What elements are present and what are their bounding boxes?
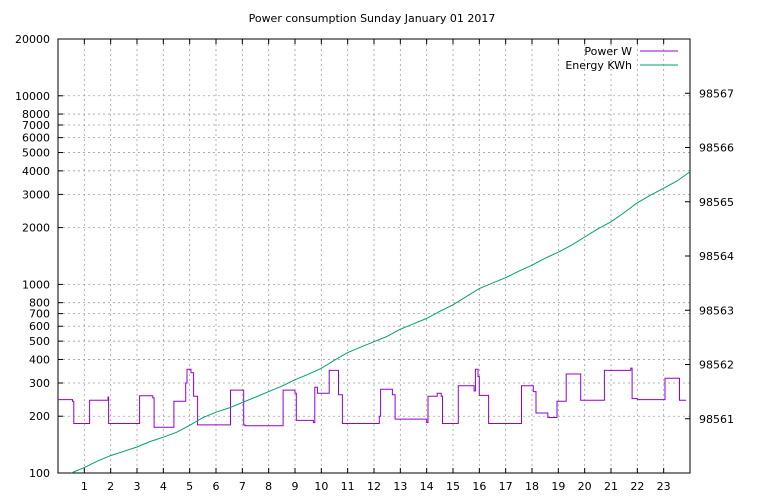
x-tick-label: 2	[107, 480, 114, 493]
x-tick-label: 22	[630, 480, 644, 493]
y-tick-label: 3000	[22, 188, 50, 201]
x-tick-label: 23	[657, 480, 671, 493]
y2-tick-label: 98567	[699, 87, 734, 100]
series-line-energy-kwh	[71, 171, 691, 474]
y-tick-label: 8000	[22, 108, 50, 121]
y-tick-label: 6000	[22, 132, 50, 145]
grid	[58, 39, 690, 473]
y-tick-label: 600	[29, 320, 50, 333]
y-tick-label: 2000	[22, 222, 50, 235]
x-tick-label: 16	[472, 480, 486, 493]
y-tick-label: 700	[29, 308, 50, 321]
x-tick-label: 20	[578, 480, 592, 493]
x-tick-label: 17	[499, 480, 513, 493]
axis-ticks: 1 2 3 4 5 6 7 8 9 10 11 12 13 14 15 16 17 18 19 20 21 22 23100…	[15, 33, 734, 493]
x-tick-label: 4	[160, 480, 167, 493]
x-tick-label: 21	[604, 480, 618, 493]
x-tick-label: 14	[420, 480, 434, 493]
x-tick-label: 15	[446, 480, 460, 493]
x-tick-label: 8	[265, 480, 272, 493]
y2-tick-label: 98565	[699, 196, 734, 209]
x-tick-label: 6	[213, 480, 220, 493]
legend: Power W Energy KWh	[565, 45, 678, 72]
x-tick-label: 7	[239, 480, 246, 493]
y2-tick-label: 98562	[699, 359, 734, 372]
y2-tick-label: 98566	[699, 142, 734, 155]
legend-label-power: Power W	[584, 45, 632, 58]
y-tick-label: 500	[29, 335, 50, 348]
y-tick-label: 300	[29, 377, 50, 390]
y2-tick-label: 98561	[699, 413, 734, 426]
chart-title: Power consumption Sunday January 01 2017	[249, 12, 496, 25]
y-tick-label: 800	[29, 297, 50, 310]
x-tick-label: 10	[314, 480, 328, 493]
y2-tick-label: 98563	[699, 304, 734, 317]
x-tick-label: 9	[292, 480, 299, 493]
y-tick-label: 100	[29, 467, 50, 480]
series-layer	[58, 171, 691, 474]
y-tick-label: 5000	[22, 147, 50, 160]
x-tick-label: 11	[341, 480, 355, 493]
legend-label-energy: Energy KWh	[565, 59, 632, 72]
x-tick-label: 19	[551, 480, 565, 493]
x-tick-label: 3	[134, 480, 141, 493]
x-tick-label: 13	[393, 480, 407, 493]
y2-tick-label: 98564	[699, 250, 734, 263]
y-tick-label: 10000	[15, 90, 50, 103]
x-tick-label: 1	[81, 480, 88, 493]
y-tick-label: 1000	[22, 278, 50, 291]
y-tick-label: 7000	[22, 119, 50, 132]
x-tick-label: 5	[186, 480, 193, 493]
series-line-power-w	[58, 367, 687, 428]
x-tick-label: 18	[525, 480, 539, 493]
y-tick-label: 4000	[22, 165, 50, 178]
y-tick-label: 20000	[15, 33, 50, 46]
x-tick-label: 12	[367, 480, 381, 493]
y-tick-label: 400	[29, 353, 50, 366]
y-tick-label: 200	[29, 410, 50, 423]
